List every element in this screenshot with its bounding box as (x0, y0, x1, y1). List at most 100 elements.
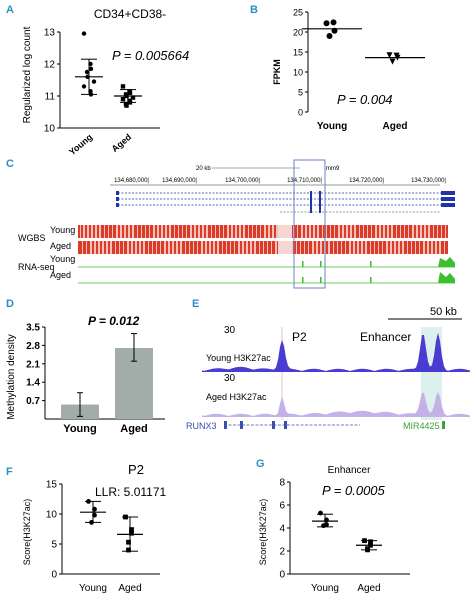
c-wgbs-gap (301, 225, 302, 238)
panel-label-e: E (192, 298, 200, 310)
c-wgbs-gap (392, 225, 393, 238)
c-wgbs-gap (273, 225, 274, 238)
c-rna-peak (438, 272, 455, 283)
c-wgbs-gap (437, 225, 438, 238)
c-wgbs-gap (202, 225, 203, 238)
c-wgbs-gap (419, 241, 420, 254)
c-wgbs-gap (94, 241, 95, 254)
c-wgbs-gap (302, 225, 303, 238)
c-wgbs-gap (354, 241, 355, 254)
c-wgbs-gap (199, 225, 200, 238)
c-wgbs-gap (421, 225, 422, 238)
c-wgbs-gap (169, 225, 170, 238)
y-tick-label: 25 (293, 8, 303, 18)
c-rna-peak (370, 277, 372, 283)
c-wgbs-gap (201, 241, 202, 254)
c-wgbs-gap (149, 225, 150, 238)
e-signal-track (202, 332, 470, 372)
data-point (92, 512, 97, 518)
c-wgbs-gap (347, 225, 348, 238)
c-wgbs-gap (427, 241, 428, 254)
genome-browser-c: 20 kb mm9 134,680,000| 134,690,000| 134,70… (18, 159, 455, 289)
c-coord-label: 134,700,000| (225, 178, 260, 184)
c-wgbs-gap (309, 225, 310, 238)
c-assembly-label: mm9 (326, 166, 340, 172)
panel-label-b: B (250, 4, 258, 16)
c-wgbs-gap (378, 241, 379, 254)
c-rnaseq-label: RNA-seq (18, 262, 55, 272)
c-wgbs-gap (250, 241, 251, 254)
x-category-label: Young (63, 423, 96, 435)
c-wgbs-gap (230, 241, 231, 254)
c-wgbs-gap (96, 225, 97, 238)
c-wgbs-gap (193, 241, 194, 254)
c-wgbs-gap (337, 241, 338, 254)
data-point (81, 84, 87, 89)
c-gene-exon (441, 197, 455, 201)
chart-g: Enhancer P = 0.0005 Score(H3K27ac) 0 2 4 6 8… (258, 465, 410, 594)
x-category-label: Aged (120, 423, 148, 435)
c-wgbs-gap (215, 225, 216, 238)
c-rna-peak (370, 261, 372, 267)
chart-g-pvalue: P = 0.0005 (322, 483, 386, 498)
c-wgbs-gap (90, 241, 91, 254)
c-wgbs-gap (110, 241, 111, 254)
panel-d: D P = 0.012 Methylation density 0.7 1.4 2.… (0, 297, 180, 447)
c-wgbs-gap (428, 241, 429, 254)
c-wgbs-gap (180, 241, 181, 254)
e-gene-exon (284, 421, 287, 429)
c-wgbs-gap (350, 241, 351, 254)
c-wgbs-gap (170, 225, 171, 238)
y-tick-label: 0 (279, 570, 285, 581)
c-wgbs-gap (211, 225, 212, 238)
c-wgbs-gap (256, 225, 257, 238)
c-wgbs-gap (403, 241, 404, 254)
y-tick-label: 10 (293, 68, 303, 78)
c-wgbs-gap (246, 241, 247, 254)
x-category-label: Aged (110, 132, 134, 154)
c-wgbs-gap (276, 225, 277, 238)
c-coord-label: 134,690,000| (162, 178, 197, 184)
c-wgbs-gap (132, 241, 133, 254)
y-tick-label: 15 (46, 480, 58, 491)
c-wgbs-gap (425, 225, 426, 238)
c-wgbs-gap (244, 225, 245, 238)
data-point (86, 499, 91, 504)
c-wgbs-gap (238, 241, 239, 254)
c-gene-exon (319, 191, 321, 213)
c-wgbs-gap (351, 225, 352, 238)
c-wgbs-gap (107, 241, 108, 254)
data-point (323, 20, 330, 27)
c-wgbs-gap (116, 225, 117, 238)
c-wgbs-gap (329, 241, 330, 254)
data-point (85, 74, 90, 80)
c-wgbs-gap (120, 225, 121, 238)
c-wgbs-gap (428, 225, 429, 238)
c-wgbs-gap (234, 241, 235, 254)
c-wgbs-gap (206, 241, 207, 254)
data-point (123, 514, 128, 520)
c-wgbs-gap (271, 241, 272, 254)
panel-label-d: D (6, 298, 14, 310)
c-wgbs-young: Young (50, 225, 75, 235)
x-category-label: Aged (118, 583, 141, 594)
c-wgbs-gap (400, 225, 401, 238)
c-wgbs-gap (254, 241, 255, 254)
y-tick-label: 12 (44, 60, 56, 71)
c-wgbs-gap (209, 241, 210, 254)
c-wgbs-gap (168, 241, 169, 254)
c-wgbs-gap (190, 225, 191, 238)
c-wgbs-gap (313, 225, 314, 238)
c-wgbs-gap (328, 241, 329, 254)
c-wgbs-gap (176, 241, 177, 254)
c-wgbs-gap (339, 225, 340, 238)
c-wgbs-gap (384, 225, 385, 238)
c-coord-label: 134,680,000| (114, 178, 149, 184)
y-tick-label: 3.5 (26, 323, 40, 334)
c-wgbs-gap (435, 241, 436, 254)
c-wgbs-gap (345, 241, 346, 254)
c-wgbs-gap (357, 241, 358, 254)
data-point (324, 517, 329, 523)
c-wgbs-gap (153, 225, 154, 238)
c-wgbs-gap (363, 225, 364, 238)
